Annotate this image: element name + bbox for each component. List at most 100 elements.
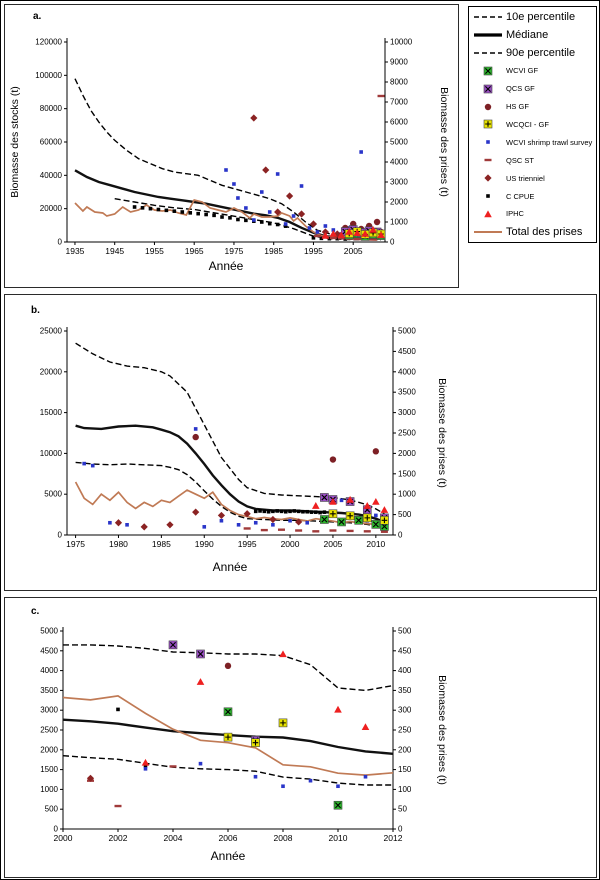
square-x-icon	[483, 66, 493, 76]
svg-text:4500: 4500	[398, 347, 416, 356]
svg-text:1000: 1000	[390, 218, 408, 227]
svg-text:3000: 3000	[40, 706, 58, 715]
series-dashed	[63, 644, 394, 692]
svg-text:1000: 1000	[398, 490, 416, 499]
svg-text:1995: 1995	[304, 246, 323, 256]
series-dashed	[62, 755, 393, 786]
svg-text:2010: 2010	[366, 539, 385, 549]
legend-label: 10e percentile	[506, 11, 576, 23]
svg-text:b.: b.	[31, 305, 40, 316]
panel-c-chart: 0 500 1000 1500 2000 2500 3000 3500 4000 4500 5000…	[4, 597, 597, 878]
circle-icon	[484, 103, 492, 110]
svg-text:250: 250	[398, 726, 412, 735]
line-icon	[474, 230, 502, 233]
legend-label: Total des prises	[506, 225, 583, 238]
legend-label: WCVI GF	[506, 66, 539, 76]
legend-label: Médiane	[506, 28, 549, 41]
svg-text:Biomasse des prises (t): Biomasse des prises (t)	[436, 675, 448, 785]
svg-text:1500: 1500	[398, 469, 416, 478]
svg-text:5000: 5000	[40, 627, 58, 636]
legend-item: C CPUE	[472, 190, 594, 202]
legend-item: QCS GF	[472, 83, 594, 95]
svg-text:2500: 2500	[398, 429, 416, 438]
svg-text:0: 0	[58, 531, 63, 540]
legend-label: QCS GF	[506, 84, 535, 94]
series-dashed	[75, 342, 385, 515]
legend-label: C CPUE	[506, 191, 535, 201]
legend-item: 90e percentile	[472, 47, 594, 59]
svg-text:5000: 5000	[44, 490, 62, 499]
series-solid	[74, 481, 385, 531]
legend-item: QSC ST	[472, 154, 594, 166]
svg-text:2500: 2500	[40, 726, 58, 735]
series-median	[74, 169, 381, 240]
legend-item: US trienniel	[472, 172, 594, 184]
svg-text:2000: 2000	[390, 198, 408, 207]
svg-text:20000: 20000	[40, 367, 63, 376]
svg-text:Année: Année	[209, 259, 244, 273]
svg-text:5000: 5000	[390, 138, 408, 147]
svg-text:2000: 2000	[40, 745, 58, 754]
legend-label: IPHC	[506, 209, 524, 219]
svg-text:9000: 9000	[390, 58, 408, 67]
svg-text:2006: 2006	[219, 833, 238, 843]
svg-text:2005: 2005	[323, 539, 342, 549]
svg-text:0: 0	[398, 825, 403, 834]
legend-item: 10e percentile	[472, 11, 594, 23]
legend-label: 90e percentile	[506, 46, 576, 59]
svg-text:1000: 1000	[40, 785, 58, 794]
legend-item: IPHC	[472, 208, 594, 220]
svg-text:1985: 1985	[264, 246, 283, 256]
legend-item: WCVI GF	[472, 65, 594, 77]
svg-text:1980: 1980	[109, 539, 128, 549]
svg-text:6000: 6000	[390, 118, 408, 127]
series-dashed	[74, 78, 381, 237]
svg-text:a.: a.	[33, 11, 42, 22]
svg-text:500: 500	[45, 805, 59, 814]
svg-text:400: 400	[398, 666, 412, 675]
legend-label: WCVI shrimp trawl survey	[506, 137, 593, 147]
svg-text:1965: 1965	[185, 246, 204, 256]
chart-svg: 0500100015002000250030003500400045005000…	[31, 606, 448, 863]
svg-text:2008: 2008	[274, 833, 293, 843]
svg-text:c.: c.	[31, 606, 40, 617]
dashed-line-icon	[474, 16, 502, 18]
svg-text:20000: 20000	[40, 204, 63, 213]
svg-text:15000: 15000	[40, 408, 63, 417]
svg-text:2004: 2004	[164, 833, 183, 843]
svg-text:4000: 4000	[390, 158, 408, 167]
svg-text:7000: 7000	[390, 98, 408, 107]
svg-text:40000: 40000	[40, 171, 63, 180]
svg-text:25000: 25000	[40, 327, 63, 336]
svg-text:1990: 1990	[195, 539, 214, 549]
svg-text:1945: 1945	[105, 246, 124, 256]
legend-label: HS GF	[506, 102, 529, 112]
svg-text:350: 350	[398, 686, 412, 695]
svg-text:300: 300	[398, 706, 412, 715]
svg-text:3000: 3000	[398, 408, 416, 417]
triangle-icon	[484, 210, 492, 218]
square-plus-icon	[483, 120, 493, 129]
legend-label: US trienniel	[506, 173, 545, 183]
svg-text:1975: 1975	[224, 246, 243, 256]
svg-text:2012: 2012	[384, 833, 403, 843]
svg-text:4500: 4500	[40, 646, 58, 655]
svg-text:1500: 1500	[40, 765, 58, 774]
panel-b-chart: 0 5000 10000 15000 20000 25000 0 500 1000 1500 200…	[4, 294, 597, 591]
legend-item: Médiane	[472, 29, 594, 41]
legend-label: WCQCI - GF	[506, 119, 549, 129]
svg-text:0: 0	[54, 825, 59, 834]
svg-text:Biomasse des stocks (t): Biomasse des stocks (t)	[9, 86, 21, 197]
dash-icon	[484, 159, 492, 162]
svg-text:200: 200	[398, 745, 412, 754]
svg-text:4000: 4000	[398, 367, 416, 376]
panel-a-chart: 0 20000 40000 60000 80000 100000 120000 0 1000 20…	[4, 4, 459, 288]
svg-text:1995: 1995	[238, 539, 257, 549]
svg-text:120000: 120000	[35, 38, 62, 47]
diamond-icon	[484, 174, 492, 182]
svg-text:1975: 1975	[66, 539, 85, 549]
svg-text:100: 100	[398, 785, 412, 794]
svg-text:0: 0	[398, 531, 403, 540]
legend-item: HS GF	[472, 101, 594, 113]
svg-text:60000: 60000	[40, 138, 63, 147]
